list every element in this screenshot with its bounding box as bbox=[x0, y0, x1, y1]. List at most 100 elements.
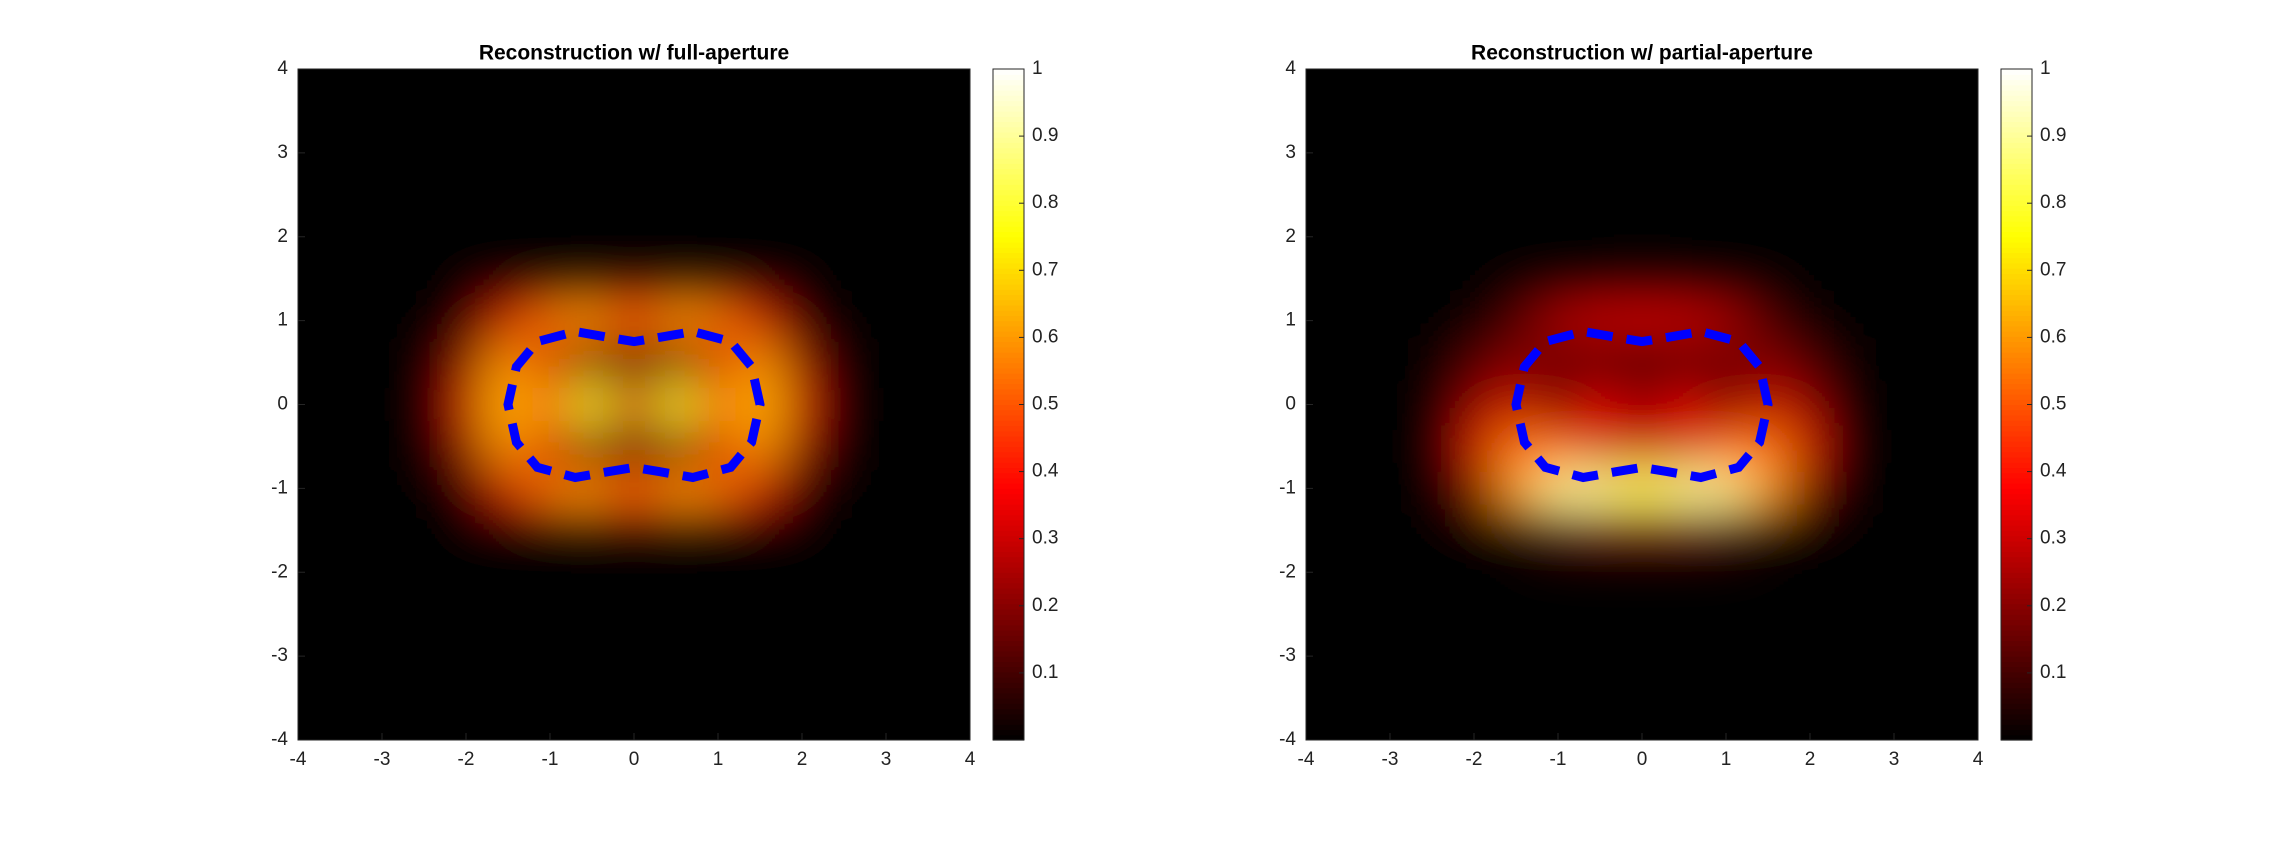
colorbar-segment bbox=[993, 645, 1024, 652]
colorbar-segment bbox=[2001, 315, 2032, 322]
colorbar-segment bbox=[993, 299, 1024, 306]
field-cell bbox=[1495, 425, 1538, 469]
colorbar-segment bbox=[993, 378, 1024, 385]
colorbar-segment bbox=[2001, 724, 2032, 731]
x-tick-label: -3 bbox=[1382, 749, 1399, 770]
y-tick-label: 1 bbox=[277, 310, 288, 331]
x-tick-label: 1 bbox=[713, 749, 724, 770]
colorbar-tick-label: 0.9 bbox=[1032, 125, 1058, 146]
field-cell bbox=[1621, 509, 1664, 553]
colorbar-segment bbox=[993, 336, 1024, 343]
colorbar-segment bbox=[993, 331, 1024, 337]
colorbar-segment bbox=[2001, 530, 2032, 537]
field-cell bbox=[613, 425, 656, 469]
colorbar-segment bbox=[2001, 231, 2032, 238]
colorbar-segment bbox=[993, 215, 1024, 222]
field-cell bbox=[613, 509, 656, 553]
colorbar-segment bbox=[2001, 582, 2032, 589]
colorbar-segment bbox=[993, 619, 1024, 626]
colorbar-segment bbox=[993, 472, 1024, 479]
colorbar-segment bbox=[2001, 514, 2032, 521]
y-tick-label: 3 bbox=[277, 142, 288, 163]
colorbar-segment bbox=[993, 247, 1024, 254]
x-tick-label: -4 bbox=[1298, 749, 1315, 770]
y-tick-label: 0 bbox=[1285, 394, 1296, 415]
colorbar-segment bbox=[2001, 551, 2032, 558]
colorbar-segment bbox=[2001, 257, 2032, 264]
colorbar-segment bbox=[993, 446, 1024, 453]
colorbar-segment bbox=[2001, 687, 2032, 694]
colorbar-segment bbox=[993, 231, 1024, 238]
colorbar-tick-label: 0.6 bbox=[1032, 326, 1058, 347]
colorbar-segment bbox=[993, 540, 1024, 547]
colorbar-segment bbox=[2001, 399, 2032, 406]
colorbar-segment bbox=[2001, 729, 2032, 736]
y-tick-label: 0 bbox=[277, 394, 288, 415]
field-cell bbox=[739, 299, 782, 343]
colorbar-segment bbox=[2001, 734, 2032, 741]
y-tick-label: -4 bbox=[271, 729, 288, 750]
colorbar-segment bbox=[993, 163, 1024, 170]
colorbar-segment bbox=[993, 79, 1024, 86]
colorbar-segment bbox=[2001, 645, 2032, 652]
colorbar-segment bbox=[993, 189, 1024, 196]
y-tick-label: 2 bbox=[277, 226, 288, 247]
field-cell bbox=[1789, 341, 1832, 385]
colorbar-segment bbox=[2001, 661, 2032, 668]
x-tick-label: -2 bbox=[1466, 749, 1483, 770]
colorbar-segment bbox=[2001, 666, 2032, 673]
colorbar-segment bbox=[2001, 404, 2032, 411]
field-cell bbox=[1831, 509, 1874, 553]
colorbar-segment bbox=[2001, 703, 2032, 710]
colorbar-segment bbox=[993, 137, 1024, 143]
colorbar-segment bbox=[2001, 472, 2032, 479]
colorbar-segment bbox=[993, 341, 1024, 348]
colorbar-segment bbox=[2001, 84, 2032, 91]
colorbar-segment bbox=[993, 692, 1024, 699]
colorbar-segment bbox=[993, 257, 1024, 264]
colorbar-segment bbox=[993, 310, 1024, 316]
field-cell bbox=[1705, 509, 1748, 553]
field-cell bbox=[823, 257, 866, 301]
colorbar-segment bbox=[2001, 719, 2032, 725]
colorbar-segment bbox=[993, 95, 1024, 102]
colorbar-tick-label: 0.2 bbox=[1032, 595, 1058, 616]
colorbar-segment bbox=[993, 430, 1024, 437]
field-cell bbox=[823, 383, 866, 427]
colorbar-segment bbox=[993, 719, 1024, 725]
colorbar-segment bbox=[2001, 519, 2032, 526]
colorbar-segment bbox=[2001, 273, 2032, 280]
x-tick-label: 2 bbox=[1805, 749, 1816, 770]
field-cell bbox=[1621, 257, 1664, 301]
x-tick-label: -1 bbox=[542, 749, 559, 770]
field-cell bbox=[1495, 467, 1538, 511]
colorbar-segment bbox=[2001, 194, 2032, 201]
colorbar-segment bbox=[993, 441, 1024, 448]
colorbar-segment bbox=[993, 661, 1024, 668]
field-cell bbox=[1621, 341, 1664, 385]
colorbar-tick-label: 0.5 bbox=[1032, 394, 1058, 415]
colorbar-segment bbox=[2001, 299, 2032, 306]
colorbar-segment bbox=[993, 451, 1024, 458]
colorbar-segment bbox=[993, 551, 1024, 558]
colorbar-segment bbox=[2001, 650, 2032, 657]
field-cell bbox=[571, 383, 614, 427]
colorbar-segment bbox=[2001, 509, 2032, 516]
field-cell bbox=[1747, 299, 1790, 343]
field-cell bbox=[1705, 383, 1748, 427]
field-cell bbox=[1747, 509, 1790, 553]
colorbar-segment bbox=[993, 283, 1024, 290]
colorbar-segment bbox=[2001, 341, 2032, 348]
colorbar-segment bbox=[2001, 535, 2032, 542]
colorbar-segment bbox=[2001, 619, 2032, 626]
colorbar-segment bbox=[993, 200, 1024, 206]
field-cell bbox=[1453, 425, 1496, 469]
colorbar-segment bbox=[2001, 142, 2032, 149]
field-cell bbox=[1579, 509, 1622, 553]
y-tick-label: 4 bbox=[1285, 58, 1296, 79]
colorbar-segment bbox=[2001, 147, 2032, 154]
field-cell bbox=[1579, 341, 1622, 385]
colorbar-segment bbox=[993, 352, 1024, 358]
colorbar-segment bbox=[993, 462, 1024, 469]
field-cell bbox=[1579, 257, 1622, 301]
